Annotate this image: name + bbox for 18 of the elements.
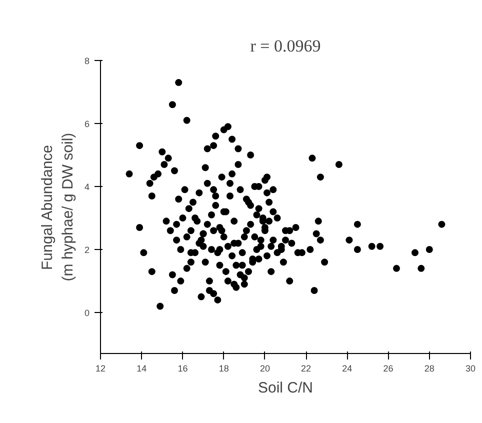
- x-tick-label: 14: [136, 364, 147, 374]
- y-tick-label: 8: [84, 56, 90, 66]
- x-tick-label: 28: [424, 364, 434, 374]
- x-axis-title: Soil C/N: [258, 380, 314, 396]
- x-tick-label: 24: [342, 364, 352, 374]
- chart-title: r = 0.0969: [250, 36, 321, 56]
- x-tick-label: 26: [383, 364, 394, 374]
- y-tick-label: 6: [84, 119, 90, 130]
- x-tick-label: 20: [260, 364, 270, 374]
- x-tick-label: 16: [178, 364, 188, 374]
- y-tick-label: 2: [84, 245, 90, 256]
- y-axis-title: Fungal Abundance (m hyphae/ g DW soil): [39, 132, 76, 282]
- x-tick-label: 12: [95, 364, 106, 374]
- y-tick-label: 0: [84, 308, 90, 318]
- x-tick-label: 22: [301, 364, 312, 374]
- x-tick-label: 30: [465, 364, 476, 374]
- x-tick-label: 18: [218, 364, 229, 374]
- y-tick-label: 4: [84, 182, 90, 192]
